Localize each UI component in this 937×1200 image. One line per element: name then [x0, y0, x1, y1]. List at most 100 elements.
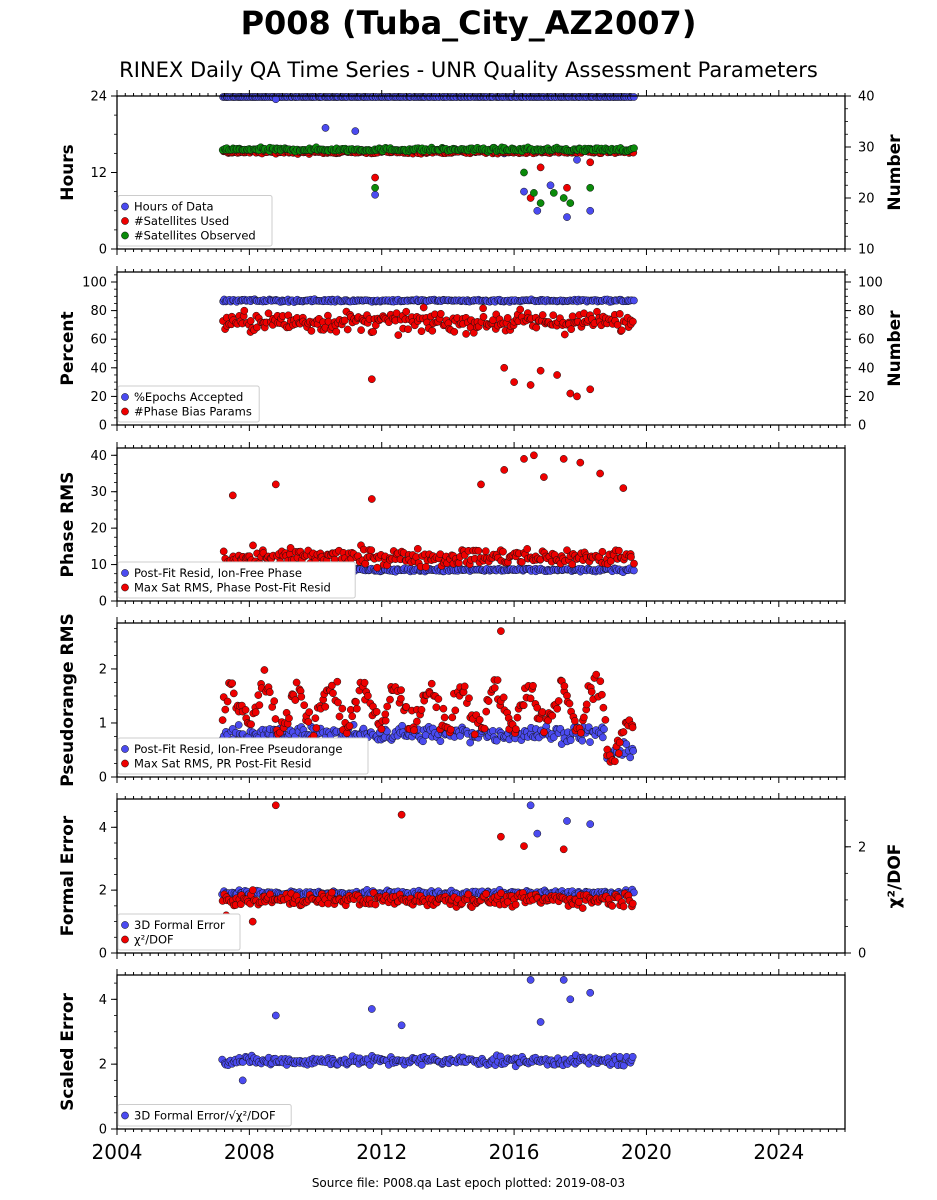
data-point — [580, 713, 588, 722]
y-axis-label: Formal Error — [58, 815, 78, 936]
chart-title: P008 (Tuba_City_AZ2007) — [240, 4, 697, 42]
data-point — [619, 728, 628, 736]
data-point — [394, 331, 403, 339]
data-point-outlier — [500, 466, 509, 474]
data-point — [596, 677, 605, 686]
data-point — [601, 716, 610, 724]
y-right-tick-label: 40 — [858, 361, 875, 376]
data-point-outlier — [586, 385, 595, 394]
data-point — [587, 687, 596, 696]
y-tick-label: 0 — [99, 771, 107, 786]
legend-box — [117, 195, 273, 247]
data-point — [611, 757, 619, 766]
data-point-outlier — [530, 451, 538, 460]
data-point — [343, 325, 352, 334]
data-point — [364, 691, 372, 700]
data-point-outlier — [619, 484, 628, 492]
data-point — [617, 326, 626, 335]
data-point — [628, 723, 637, 732]
data-point — [246, 317, 255, 325]
data-point — [626, 753, 635, 762]
legend-marker — [121, 935, 129, 944]
panel-2-points — [219, 295, 638, 401]
data-point — [499, 693, 508, 702]
y-tick-label: 0 — [99, 947, 107, 962]
legend-label: χ²/DOF — [134, 933, 174, 947]
data-point — [615, 310, 624, 318]
data-point — [446, 725, 455, 734]
data-point — [450, 327, 459, 336]
data-point — [548, 711, 557, 720]
data-point — [470, 730, 479, 739]
data-point — [305, 708, 314, 716]
data-point — [599, 703, 608, 712]
data-point — [300, 701, 309, 710]
data-point — [571, 717, 579, 725]
data-point — [565, 699, 574, 708]
panel-3-points — [218, 451, 638, 577]
data-point-outlier — [563, 183, 571, 192]
data-point — [629, 747, 638, 755]
y-tick-label: 1 — [99, 716, 107, 731]
data-point — [554, 697, 563, 705]
data-point-outlier — [536, 163, 545, 172]
data-point-outlier — [553, 371, 561, 379]
panel-1-points — [218, 93, 638, 221]
data-point — [285, 714, 293, 723]
data-point — [513, 713, 522, 722]
data-point — [367, 546, 376, 555]
data-point — [254, 691, 263, 699]
y-axis-label: Hours — [58, 144, 78, 201]
data-point-outlier — [586, 820, 595, 828]
data-point — [383, 702, 392, 711]
y-tick-label: 20 — [90, 390, 107, 405]
legend-marker — [121, 569, 129, 577]
data-point — [434, 695, 443, 703]
data-point — [578, 904, 587, 912]
data-point-outlier — [559, 194, 568, 202]
legend-label: #Phase Bias Params — [134, 405, 252, 419]
data-point — [264, 309, 273, 318]
data-point — [622, 740, 631, 748]
x-tick-label: 2020 — [621, 1140, 672, 1164]
data-point — [427, 679, 436, 688]
panel-3: 0 10 20 30 40 Phase RMS Post-Fit Resid, Ion-Fr… — [58, 442, 846, 610]
y-right-tick-label: 30 — [858, 141, 875, 156]
data-point — [348, 712, 357, 721]
data-point — [439, 704, 448, 713]
data-point-outlier — [566, 199, 575, 207]
data-point — [397, 694, 405, 703]
data-point — [360, 678, 369, 687]
data-point — [582, 700, 591, 709]
legend-marker — [121, 202, 129, 211]
y-right-tick-label: 20 — [858, 192, 875, 207]
legend-marker — [121, 407, 129, 416]
legend-marker — [121, 1111, 129, 1120]
data-point — [270, 697, 279, 705]
data-point — [249, 541, 257, 550]
legend-label: Post-Fit Resid, Ion-Free Phase — [134, 566, 302, 580]
data-point — [519, 701, 528, 710]
y-right-tick-label: 40 — [858, 90, 875, 105]
legend-label: #Satellites Used — [134, 214, 229, 228]
legend: 3D Formal Error/√χ²/DOF — [117, 1104, 292, 1127]
data-point-outlier — [397, 1021, 406, 1030]
data-point — [481, 547, 490, 555]
y-right-axis-label: χ²/DOF — [885, 844, 905, 909]
data-point — [538, 708, 547, 716]
y-right-tick-label: 10 — [858, 243, 875, 258]
legend-label: Max Sat RMS, PR Post-Fit Resid — [134, 757, 311, 771]
data-point — [373, 563, 382, 572]
data-point — [586, 738, 594, 746]
data-point-outlier — [497, 832, 505, 841]
data-point — [333, 677, 342, 686]
y-tick-label: 60 — [90, 333, 107, 348]
data-point — [451, 706, 460, 715]
data-point-outlier — [520, 187, 528, 196]
legend-label: %Epochs Accepted — [134, 390, 243, 404]
chart-subtitle: RINEX Daily QA Time Series - UNR Quality… — [119, 58, 818, 82]
data-point — [479, 304, 487, 313]
data-point — [253, 323, 261, 332]
y-tick-label: 2 — [99, 884, 107, 899]
